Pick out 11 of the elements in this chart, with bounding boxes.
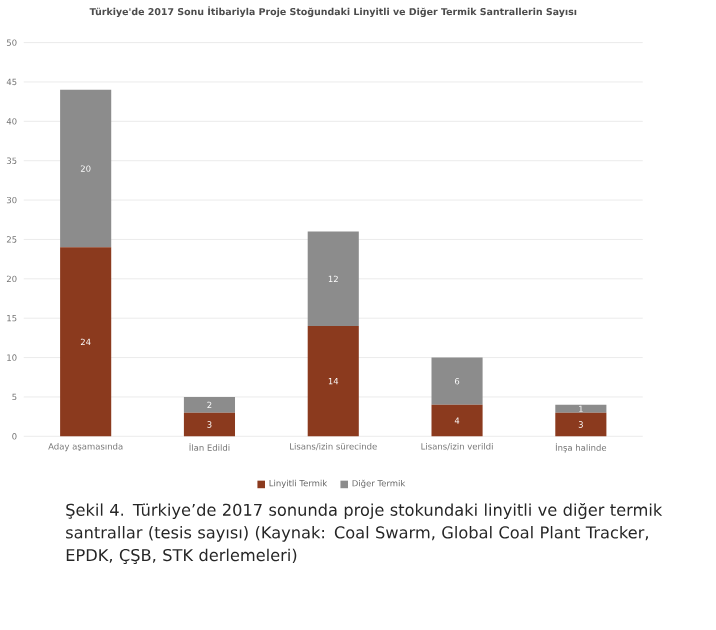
bar [431, 357, 483, 406]
bar [60, 90, 112, 248]
bar [555, 405, 607, 413]
bar [307, 326, 359, 437]
bar [307, 231, 359, 327]
bar [60, 247, 112, 437]
bar [183, 412, 236, 437]
bar [555, 412, 607, 437]
text: Şekil 4. Türkiye’de 2017 sonunda proje stokundaki linyitli ve diğer termik santrallar (tesis sayısı) (Kaynak: Coal Swarm, Global Coal Plant Tracker, EPDK, ÇŞB, STK derlemeleri) [66, 503, 663, 565]
bar [183, 397, 236, 413]
bar [431, 405, 483, 437]
